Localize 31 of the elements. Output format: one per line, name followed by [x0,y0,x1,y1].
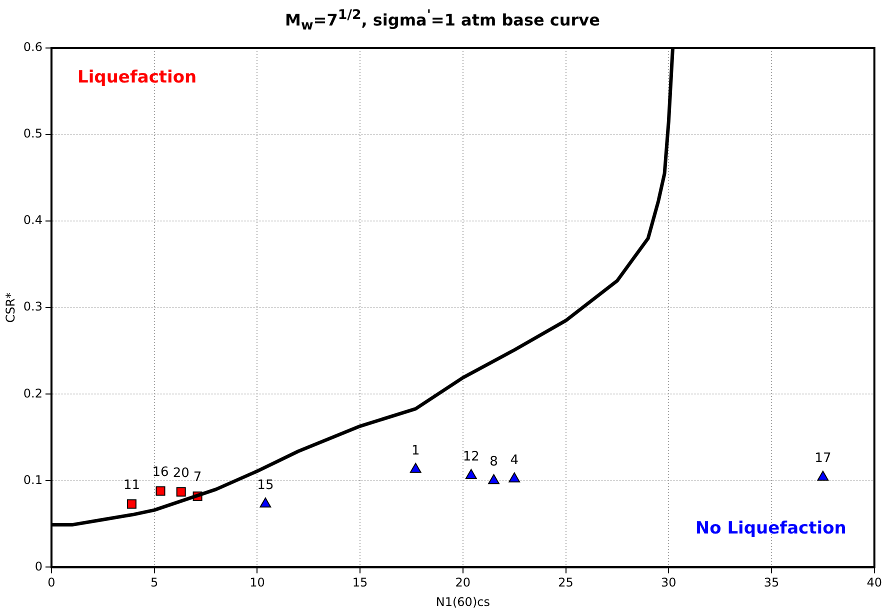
y-tick-label: 0.1 [23,472,42,487]
annotation: 16 [152,464,169,480]
annotation: Liquefaction [77,67,197,88]
x-tick-label: 20 [455,576,471,590]
annotation: 12 [462,449,480,464]
annotation: 11 [123,478,140,493]
annotation: 17 [814,451,832,466]
y-axis-title: CSR* [3,292,18,323]
y-tick-label: 0 [34,559,42,574]
y-tick-label: 0.5 [23,126,42,141]
x-tick-label: 15 [352,576,368,590]
chart-title: M$_{w}$=7$^{1/2}$, sigma$^{'}$=1 atm base curve [284,8,601,34]
annotation: 1 [411,443,420,458]
x-axis-title: N1(60)cs [436,594,490,609]
y-tick-label: 0.2 [23,386,42,400]
annotation: 8 [490,454,498,470]
y-tick-label: 0.6 [23,40,42,54]
y-tick-label: 0.3 [23,300,42,314]
annotation: 7 [193,470,202,486]
x-tick-label: 5 [150,576,158,590]
annotation: 15 [257,478,274,493]
x-tick-label: 35 [764,576,780,590]
annotation: 4 [510,452,518,468]
x-tick-label: 30 [661,576,676,590]
x-tick-label: 10 [250,576,265,590]
x-tick-label: 25 [558,576,574,590]
x-tick-label: 40 [866,576,882,590]
annotation: No Liquefaction [695,518,846,539]
annotation: 20 [172,466,190,481]
y-tick-label: 0.4 [23,213,42,228]
x-tick-label: 0 [48,576,56,590]
